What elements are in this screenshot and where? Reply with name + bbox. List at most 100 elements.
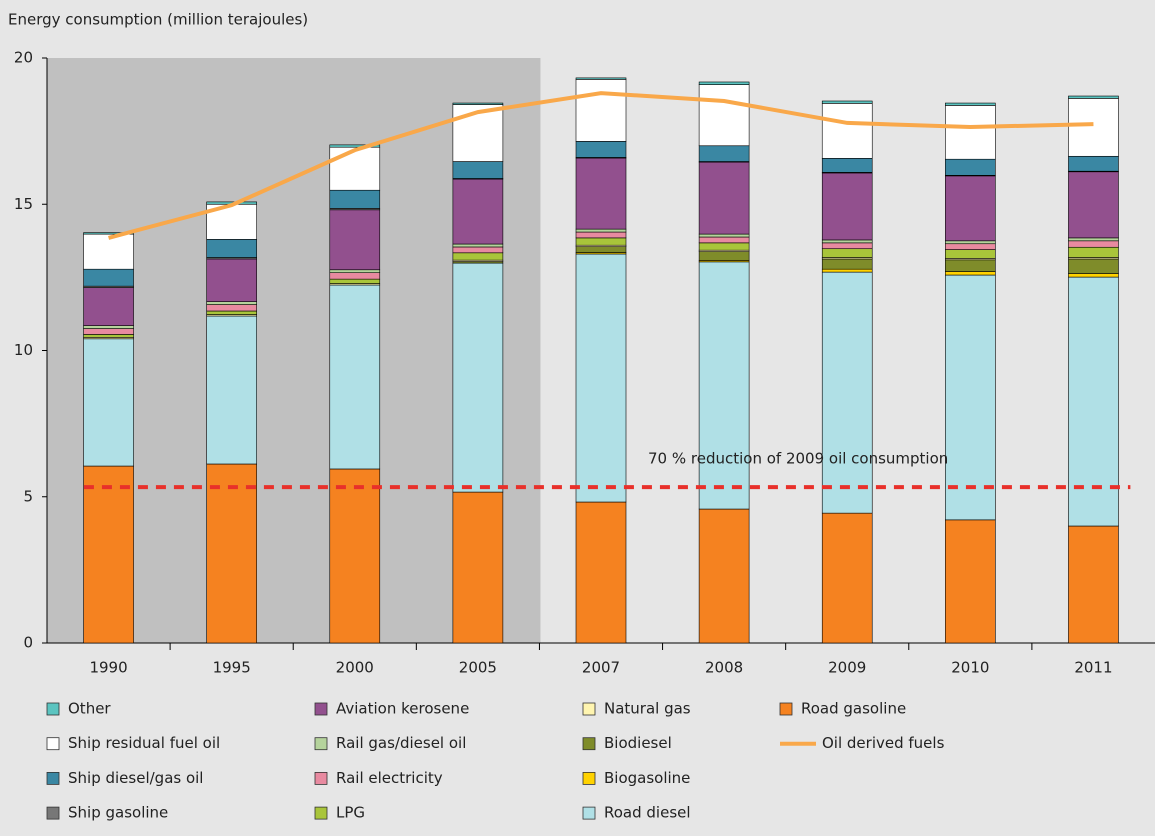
y-tick-label: 15 (14, 195, 33, 213)
bar-segment (1068, 525, 1119, 644)
bar-segment (329, 269, 381, 273)
legend-label: Ship diesel/gas oil (68, 769, 203, 787)
bar-segment (83, 338, 134, 467)
y-tick-label: 20 (14, 49, 33, 67)
bar-segment (821, 258, 873, 270)
legend-swatch (46, 702, 60, 716)
y-tick-label: 10 (14, 341, 33, 359)
x-tick-label: 1990 (89, 659, 127, 677)
bar-segment (821, 271, 873, 514)
bar-segment (329, 272, 381, 280)
bar-segment (83, 328, 134, 335)
legend-swatch (779, 702, 793, 716)
bar-segment (1068, 171, 1119, 239)
y-tick-label: 5 (23, 487, 33, 505)
bar-segment (575, 79, 627, 142)
bar-segment (698, 242, 750, 251)
bar-segment (945, 175, 996, 242)
legend-label: Natural gas (604, 700, 691, 718)
bar-segment (575, 246, 627, 253)
bar-segment (1068, 246, 1119, 258)
bar-segment (698, 508, 750, 644)
bar-segment (698, 233, 750, 238)
bar-segment (452, 243, 504, 248)
bar-segment (945, 249, 996, 259)
bar-segment (821, 158, 873, 173)
bar-segment (945, 102, 996, 106)
y-axis-label: Energy consumption (million terajoules) (8, 11, 308, 29)
bar-segment (698, 161, 750, 235)
legend-label: Biogasoline (604, 769, 690, 787)
legend-label: Rail electricity (336, 769, 443, 787)
bar-segment (575, 231, 627, 239)
bar-segment (821, 239, 873, 244)
line-series (108, 91, 1094, 240)
bar-segment (83, 465, 134, 644)
bar-segment (1068, 98, 1119, 157)
bar-segment (945, 274, 996, 521)
bar-segment (83, 334, 134, 338)
bar-segment (206, 239, 257, 258)
x-tick-label: 2008 (705, 659, 743, 677)
bar-segment (206, 463, 257, 644)
legend-label: Road gasoline (801, 700, 906, 718)
x-tick-label: 2010 (951, 659, 989, 677)
bar-segment (821, 512, 873, 644)
legend-swatch (582, 806, 596, 820)
legend-swatch (46, 772, 60, 785)
bar-segment (206, 315, 257, 465)
legend-label: LPG (336, 804, 365, 822)
bar-segment (329, 278, 381, 284)
bar-segment (329, 284, 381, 470)
bar-segment (575, 237, 627, 246)
annotation: 70 % reduction of 2009 oil consumption (648, 450, 948, 468)
x-tick-label: 2000 (336, 659, 374, 677)
bar-segment (945, 271, 996, 276)
legend-label: Aviation kerosene (336, 700, 469, 718)
x-tick-label: 2007 (582, 659, 620, 677)
bar-segment (452, 178, 504, 245)
bar-segment (945, 519, 996, 644)
bar-segment (945, 259, 996, 272)
bar-segment (452, 491, 504, 644)
bar-segment (329, 209, 381, 271)
legend-swatch (314, 772, 328, 785)
bar-segment (1068, 240, 1119, 248)
legend-label: Other (68, 700, 111, 718)
bar-segment (945, 243, 996, 250)
bar-segment (821, 172, 873, 241)
bar-segment (1068, 237, 1119, 242)
legend-label: Ship gasoline (68, 804, 168, 822)
legend-label: Ship residual fuel oil (68, 734, 220, 752)
bar-segment (821, 242, 873, 250)
legend-swatch (582, 772, 596, 785)
bar-segment (452, 252, 504, 261)
bar-segment (575, 501, 627, 644)
bar-segment (698, 81, 750, 85)
bar-segment (821, 268, 873, 273)
bar-segment (575, 141, 627, 158)
bar-segment (821, 100, 873, 104)
bar-segment (575, 157, 627, 230)
bar-segment (698, 251, 750, 261)
bar-segment (452, 262, 504, 493)
bar-segment (206, 258, 257, 302)
bar-segment (1068, 258, 1119, 274)
bar-segment (83, 287, 134, 326)
bar-segment (329, 144, 381, 148)
bar-segment (945, 240, 996, 245)
bar-segment (1068, 95, 1119, 99)
legend-label: Rail gas/diesel oil (336, 734, 466, 752)
bar-segment (698, 145, 750, 162)
bar-segment (452, 161, 504, 179)
legend-swatch (314, 702, 328, 716)
x-tick-label: 2009 (828, 659, 866, 677)
bar-segment (821, 103, 873, 159)
legend-swatch (314, 806, 328, 820)
bar-segment (206, 301, 257, 305)
bar-segment (329, 468, 381, 644)
bar-segment (945, 105, 996, 160)
bar-segment (452, 246, 504, 254)
x-tick-label: 2005 (459, 659, 497, 677)
